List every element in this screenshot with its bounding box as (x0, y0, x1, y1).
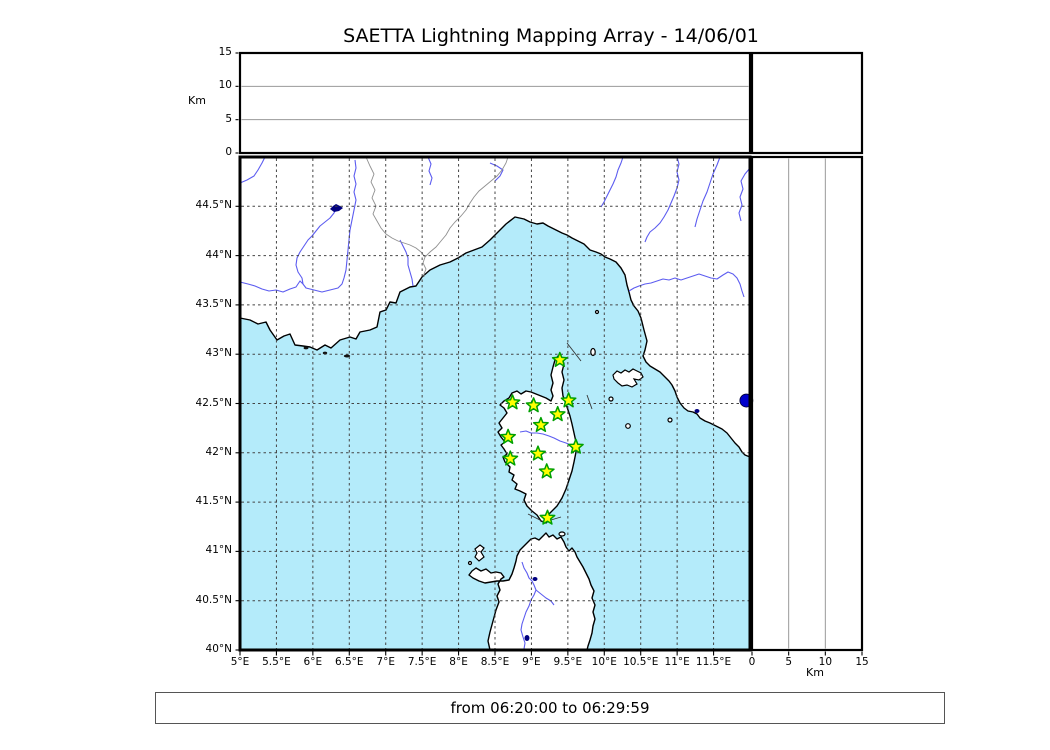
station-marker (530, 445, 546, 461)
lon-tick-label: 11°E (664, 656, 690, 668)
montecristo-island (625, 423, 631, 429)
geography-layer (239, 156, 751, 651)
station-marker (525, 397, 542, 413)
lat-tick-label: 43°N (205, 347, 232, 360)
route-segment (586, 394, 593, 410)
lat-altitude-panel-frame (750, 155, 864, 652)
lon-tick-label: 7.5°E (407, 656, 437, 668)
lon-tick-label: 6°E (303, 656, 323, 668)
lon-tick-label: 8°E (449, 656, 468, 668)
station-marker (500, 428, 517, 444)
gorgona-island (594, 309, 600, 315)
altitude-tick-label: 15 (218, 46, 232, 58)
sardinia-island (468, 532, 596, 651)
altitude-axis-label: Km (188, 94, 206, 107)
distance-tick-label: 15 (855, 656, 869, 668)
lon-tick-label: 9°E (522, 656, 541, 668)
corner-panel-frame (750, 51, 864, 155)
lake-serre-poncon (330, 204, 343, 212)
map-gridlines (241, 158, 749, 649)
lon-tick-label: 9.5°E (553, 656, 583, 668)
lat-tick-label: 44.5°N (195, 199, 232, 212)
station-marker (551, 351, 568, 368)
altitude-tick-label: 10 (218, 79, 232, 92)
lon-tick-label: 6.5°E (334, 656, 364, 668)
lon-tick-label: 5.5°E (262, 656, 291, 668)
country-border (365, 156, 427, 277)
corsica-island (497, 355, 577, 524)
maddalena-islet (558, 531, 566, 537)
lon-tick-label: 8.5°E (480, 656, 510, 668)
lat-tick-label: 42.5°N (195, 396, 232, 409)
station-marker (538, 463, 555, 479)
pianosa-island (608, 396, 614, 402)
lake (532, 577, 538, 581)
river (535, 589, 555, 606)
river (302, 159, 357, 293)
river (399, 239, 414, 287)
river (239, 208, 337, 293)
river (239, 156, 266, 184)
lat-tick-label: 41.5°N (195, 495, 232, 508)
distance-tick-label: 10 (818, 656, 833, 668)
river (600, 156, 624, 208)
lon-tick-label: 10°E (591, 656, 617, 668)
lat-tick-label: 43.5°N (195, 297, 232, 310)
lon-tick-label: 10.5°E (623, 656, 659, 668)
river (628, 271, 745, 298)
station-marker (560, 392, 577, 408)
lake (524, 635, 530, 641)
hyeres-islet (343, 354, 351, 358)
altitude-tick-label: 0 (225, 146, 232, 158)
lat-tick-label: 44°N (205, 248, 232, 261)
station-marker (504, 394, 521, 410)
distance-tick-label: 0 (748, 656, 756, 668)
lat-tick-label: 42°N (205, 445, 232, 458)
lat-tick-label: 40.5°N (195, 593, 232, 606)
mainland-coast (239, 156, 751, 458)
distance-axis-label: Km (806, 666, 824, 679)
lat-tick-label: 41°N (205, 544, 232, 557)
frioul-islet (303, 346, 309, 350)
panel-frames (238, 51, 864, 652)
station-marker (549, 405, 566, 422)
route-segment (566, 342, 582, 362)
asinara-island (474, 544, 485, 562)
giglio-island (667, 417, 673, 423)
river (427, 156, 433, 186)
panel-gridlines (241, 85, 826, 649)
station-marker (539, 509, 556, 525)
lat-tick-label: 40°N (205, 643, 232, 655)
distance-tick-label: 5 (785, 656, 792, 668)
altitude-tick-label: 5 (225, 112, 232, 125)
time-range-box: from 06:20:00 to 06:29:59 (155, 692, 945, 724)
time-range-text: from 06:20:00 to 06:29:59 (450, 699, 650, 717)
lon-tick-label: 5°E (230, 656, 250, 668)
station-marker (502, 450, 519, 466)
altitude-panel-frame (238, 51, 752, 155)
map-frame (238, 155, 752, 652)
tick-marks (235, 52, 863, 656)
river (738, 167, 751, 222)
station-marker (567, 438, 584, 454)
page-title: SAETTA Lightning Mapping Array - 14/06/0… (343, 25, 759, 47)
station-marker (532, 416, 549, 433)
river (519, 430, 577, 447)
river (644, 156, 680, 243)
asinara-islet (467, 560, 473, 566)
lake (694, 409, 700, 413)
lon-tick-label: 11.5°E (695, 656, 732, 668)
lon-tick-label: 7°E (376, 656, 395, 668)
river (694, 156, 721, 228)
